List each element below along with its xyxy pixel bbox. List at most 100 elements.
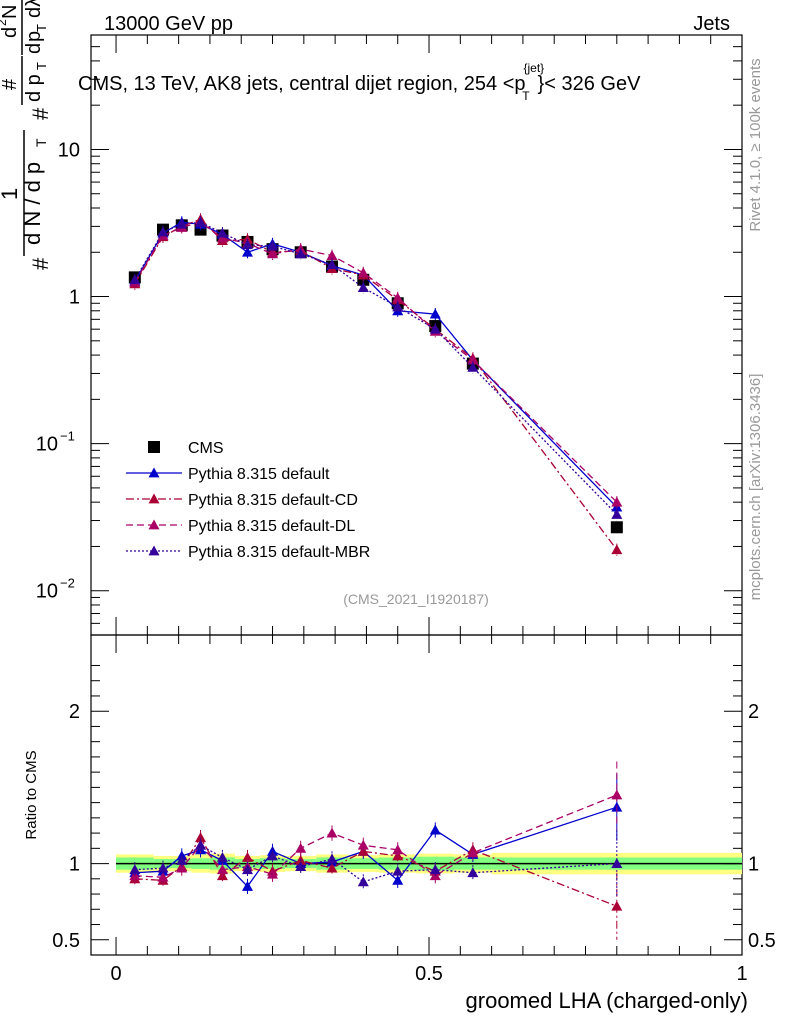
legend-item: Pythia 8.315 default-CD [126, 492, 358, 509]
ratio-series-pythia-8-315-default [129, 773, 623, 895]
ratio-marker [467, 867, 479, 878]
series-marker [326, 250, 338, 260]
series-marker [392, 292, 404, 303]
ratio-marker [357, 839, 369, 850]
legend-marker [148, 441, 160, 453]
plot-title-main: CMS, 13 TeV, AK8 jets, central dijet reg… [78, 73, 526, 95]
main-ytick-label: 10 [58, 139, 80, 161]
svg-text:T: T [33, 138, 49, 147]
series-line [134, 221, 618, 515]
main-ytick-label: 10 [36, 434, 58, 456]
ratio-xtick-label: 0 [110, 963, 121, 985]
ratio-marker [216, 851, 228, 862]
ratio-marker [241, 864, 253, 875]
ratio-marker [392, 865, 404, 876]
main-ytick-label: 10 [36, 581, 58, 603]
ratio-line [134, 844, 617, 883]
ratio-marker [241, 880, 253, 891]
series-marker [295, 248, 307, 259]
legend-item: Pythia 8.315 default-MBR [126, 544, 370, 561]
svg-text:d: d [0, 27, 21, 38]
series-marker [157, 226, 169, 237]
series-marker [326, 259, 338, 269]
plot-title-sup: {jet} [524, 61, 545, 75]
legend-marker [148, 519, 160, 530]
ratio-marker [611, 789, 623, 800]
ratio-ytick-label: 0.5 [52, 930, 80, 952]
series-line [134, 221, 618, 508]
ratio-line [134, 836, 618, 907]
legend-item: Pythia 8.315 default [126, 466, 330, 483]
series-marker [611, 496, 623, 507]
ratio-ytick-label-right: 1 [748, 854, 759, 876]
ratio-ytick-label: 2 [69, 701, 80, 723]
series-marker [467, 354, 479, 365]
ratio-marker [295, 842, 307, 853]
plot-title: CMS, 13 TeV, AK8 jets, central dijet reg… [78, 61, 641, 103]
series-marker [611, 508, 623, 519]
legend: CMS Pythia 8.315 default Pythia 8.315 defa… [126, 440, 370, 561]
ratio-marker [467, 847, 479, 858]
legend-label: CMS [188, 440, 224, 457]
main-ytick-exponent: −2 [60, 576, 75, 591]
series-marker [467, 361, 479, 372]
series-marker [129, 274, 141, 285]
svg-text:d: d [23, 43, 45, 54]
series-marker [241, 246, 253, 257]
series-marker [267, 248, 279, 259]
ratio-marker [295, 861, 307, 872]
series-line [134, 221, 618, 503]
ratio-marker [216, 864, 228, 875]
ratio-marker [357, 876, 369, 887]
svg-text:T: T [34, 62, 49, 70]
ratio-xtick-label: 1 [736, 963, 747, 985]
ratio-marker [195, 832, 207, 843]
legend-label: Pythia 8.315 default [188, 466, 330, 483]
ratio-ytick-label-right: 0.5 [748, 930, 776, 952]
plot-title-sub: T [522, 89, 530, 103]
ratio-marker [392, 874, 404, 885]
ratio-marker [176, 862, 188, 873]
svg-text:N: N [0, 5, 21, 19]
svg-text:#: # [0, 78, 21, 90]
ratio-plot-frame [90, 634, 743, 956]
series-marker [611, 501, 623, 512]
series-marker [357, 282, 369, 293]
analysis-id-label: (CMS_2021_I1920187) [343, 591, 489, 607]
ratio-marker [176, 855, 188, 865]
svg-text:2: 2 [0, 19, 9, 26]
legend-marker [148, 545, 160, 556]
plot-title-tail: }< 326 GeV [538, 73, 642, 95]
ratio-marker [326, 853, 338, 864]
series-marker [357, 267, 369, 278]
ratio-marker [611, 900, 623, 911]
series-marker [267, 240, 279, 251]
series-marker [392, 301, 404, 312]
mcplots-label: mcplots.cern.ch [arXiv:1306.3436] [747, 374, 764, 601]
main-ytick-label: 1 [69, 287, 80, 309]
ratio-marker [241, 851, 253, 862]
series-marker [176, 218, 188, 229]
legend-label: Pythia 8.315 default-CD [188, 492, 358, 509]
series-pythia-8-315-default-dl [129, 216, 623, 509]
svg-text:#: # [28, 107, 53, 120]
main-y-axis-label: # d N / d p T 1 # d p T # d p T dλ d 2 N [0, 0, 53, 270]
svg-text:d p: d p [23, 74, 45, 102]
data-point [610, 521, 623, 534]
ratio-marker [267, 868, 279, 879]
ratio-marker [157, 871, 169, 882]
series-marker [429, 323, 441, 334]
legend-marker [148, 493, 160, 504]
legend-label: Pythia 8.315 default-DL [188, 518, 355, 535]
series-marker [216, 227, 228, 238]
series-pythia-8-315-default-mbr [129, 216, 623, 521]
legend-marker [148, 467, 160, 478]
ratio-marker [326, 827, 338, 838]
ratio-marker [611, 858, 623, 868]
main-ytick-exponent: −1 [60, 429, 75, 444]
legend-item: Pythia 8.315 default-DL [126, 518, 355, 535]
series-marker [195, 216, 207, 227]
ratio-marker [429, 864, 441, 875]
ratio-ytick-label: 1 [69, 854, 80, 876]
